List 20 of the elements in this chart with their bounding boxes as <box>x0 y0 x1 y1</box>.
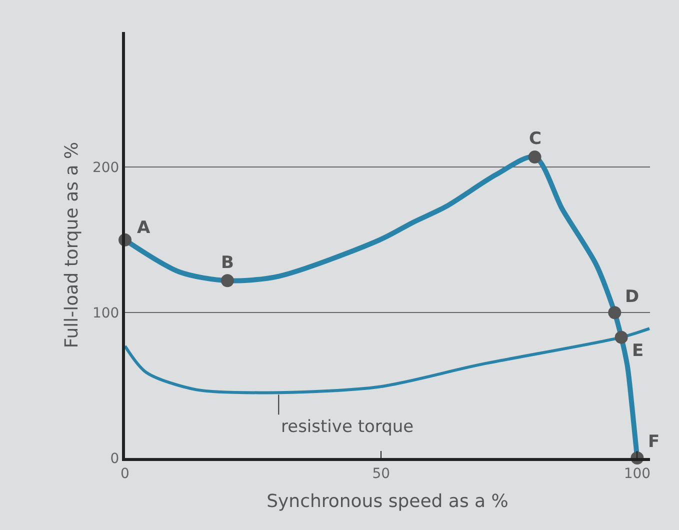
x-tick-label: 50 <box>372 466 390 482</box>
annotation: A <box>137 218 151 238</box>
x-axis-title: Synchronous speed as a % <box>266 490 508 512</box>
y-tick-label: 200 <box>92 160 120 176</box>
point <box>528 150 542 164</box>
annotation: D <box>625 287 640 307</box>
y-tick-label: 100 <box>92 306 120 322</box>
point <box>220 274 234 288</box>
y-axis-title: Full-load torque as a % <box>62 142 83 348</box>
point <box>614 330 628 344</box>
point <box>608 306 622 320</box>
annotation: F <box>648 432 660 452</box>
annotation: resistive torque <box>281 417 414 437</box>
x-tick-label: 100 <box>624 466 651 482</box>
annotation: E <box>632 341 644 361</box>
annotation: B <box>221 253 234 273</box>
x-tick-label: 0 <box>120 466 130 482</box>
line-series <box>125 327 650 394</box>
y-tick-label: 0 <box>110 450 120 467</box>
annotation: C <box>529 129 542 149</box>
